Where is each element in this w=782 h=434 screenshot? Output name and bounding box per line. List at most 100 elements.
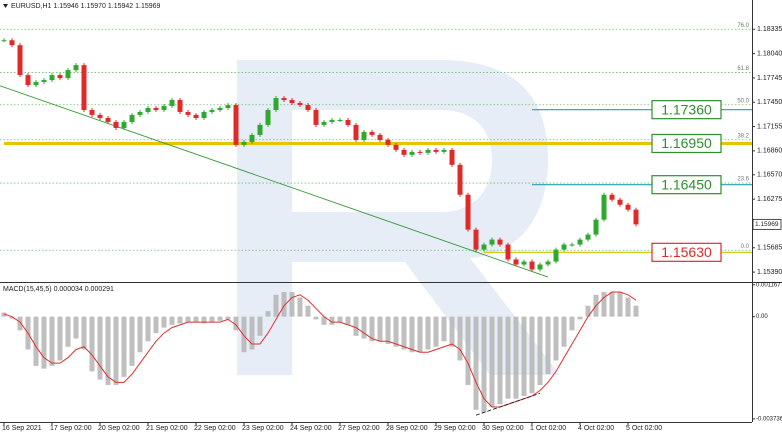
chart-title: EURUSD,H1 1.15946 1.15970 1.15942 1.1596… xyxy=(11,3,161,10)
macd-bar xyxy=(57,316,63,361)
trend-line xyxy=(0,85,549,278)
macd-bar xyxy=(369,316,375,342)
macd-bar xyxy=(545,316,551,375)
candle xyxy=(353,124,359,140)
candle xyxy=(585,234,591,240)
x-tick-label: 1 Oct 02:00 xyxy=(530,425,566,432)
candle xyxy=(601,194,607,220)
macd-bar xyxy=(305,305,311,317)
macd-bar xyxy=(441,316,447,342)
fib-label: 50.0 xyxy=(737,98,749,104)
macd-bar xyxy=(113,316,119,386)
candle xyxy=(129,114,135,122)
candle xyxy=(25,75,31,86)
candle xyxy=(521,261,527,265)
candle xyxy=(553,249,559,262)
candle xyxy=(569,244,575,246)
x-tick-label: 4 Oct 02:00 xyxy=(578,425,614,432)
candle xyxy=(433,149,439,152)
macd-bar xyxy=(209,316,215,323)
candle xyxy=(593,219,599,235)
macd-bar xyxy=(9,316,15,319)
candle xyxy=(177,100,183,112)
y-tick-label: 1.17745 xyxy=(757,75,782,82)
price-tag xyxy=(752,218,782,230)
macd-bar xyxy=(601,292,607,317)
macd-bar xyxy=(297,297,303,317)
x-tick-label: 29 Sep 02:00 xyxy=(434,425,476,432)
candle xyxy=(481,244,487,250)
candle xyxy=(161,106,167,110)
macd-bar xyxy=(465,316,471,386)
candle xyxy=(185,111,191,115)
macd-bar xyxy=(257,316,263,336)
candle xyxy=(249,134,255,142)
y-tick-label: 1.18040 xyxy=(757,50,782,57)
x-tick-label: 16 Sep 2021 xyxy=(2,425,42,432)
macd-bar xyxy=(505,316,511,399)
level-box xyxy=(651,175,722,195)
macd-bar xyxy=(1,312,7,317)
candle xyxy=(305,105,311,110)
candle xyxy=(193,114,199,118)
candle xyxy=(561,244,567,250)
macd-bar xyxy=(329,316,335,325)
macd-bar xyxy=(561,316,567,347)
macd-bar xyxy=(249,316,255,350)
macd-bar xyxy=(521,316,527,397)
y-tick-label: 1.17155 xyxy=(757,123,782,130)
x-tick-label: 24 Sep 02:00 xyxy=(290,425,332,432)
candle xyxy=(17,45,23,76)
macd-bar xyxy=(281,292,287,317)
macd-bar xyxy=(489,316,495,407)
macd-title: MACD(15,45,5) 0.000034 0.000291 xyxy=(3,286,114,293)
y-tick-label: 0.001167 xyxy=(756,282,781,288)
macd-bar xyxy=(193,316,199,323)
candle xyxy=(137,111,143,115)
candle xyxy=(401,149,407,155)
x-tick-label: 5 Oct 02:00 xyxy=(626,425,662,432)
candle xyxy=(385,139,391,145)
candle xyxy=(57,75,63,79)
macd-bar xyxy=(161,316,167,328)
macd-bar xyxy=(409,316,415,353)
candle xyxy=(97,114,103,118)
candle xyxy=(233,105,239,145)
fib-label: 0.0 xyxy=(741,244,750,250)
macd-bar xyxy=(169,316,175,325)
macd-bar xyxy=(425,316,431,350)
macd-bar xyxy=(73,316,79,339)
macd-bar xyxy=(201,316,207,324)
macd-bar xyxy=(273,294,279,317)
candle xyxy=(169,100,175,107)
macd-bar xyxy=(481,316,487,413)
level-box-label: 1.16450 xyxy=(661,176,712,192)
candle xyxy=(1,40,7,42)
macd-bar xyxy=(81,316,87,350)
candle xyxy=(441,149,447,152)
candle xyxy=(273,98,279,110)
candle xyxy=(121,121,127,128)
macd-bar xyxy=(177,316,183,324)
macd-bar xyxy=(633,305,639,317)
macd-bar xyxy=(321,316,327,325)
macd-bar xyxy=(617,292,623,317)
candle xyxy=(209,109,215,112)
menu-arrow xyxy=(3,4,8,8)
macd-bar xyxy=(185,316,191,323)
y-tick-label: 1.18335 xyxy=(757,26,782,33)
macd-bar xyxy=(513,316,519,399)
candle xyxy=(473,229,479,250)
y-tick-label: 1.16275 xyxy=(757,196,782,203)
macd-bar xyxy=(97,316,103,380)
macd-bar xyxy=(361,316,367,339)
macd-bar xyxy=(497,316,503,405)
y-tick-label: 1.16860 xyxy=(757,148,782,155)
candle xyxy=(321,121,327,125)
level-box xyxy=(651,242,722,262)
macd-bar xyxy=(457,316,463,361)
macd-bar xyxy=(217,316,223,321)
macd-bar xyxy=(345,316,351,325)
x-tick-label: 30 Sep 02:00 xyxy=(482,425,524,432)
